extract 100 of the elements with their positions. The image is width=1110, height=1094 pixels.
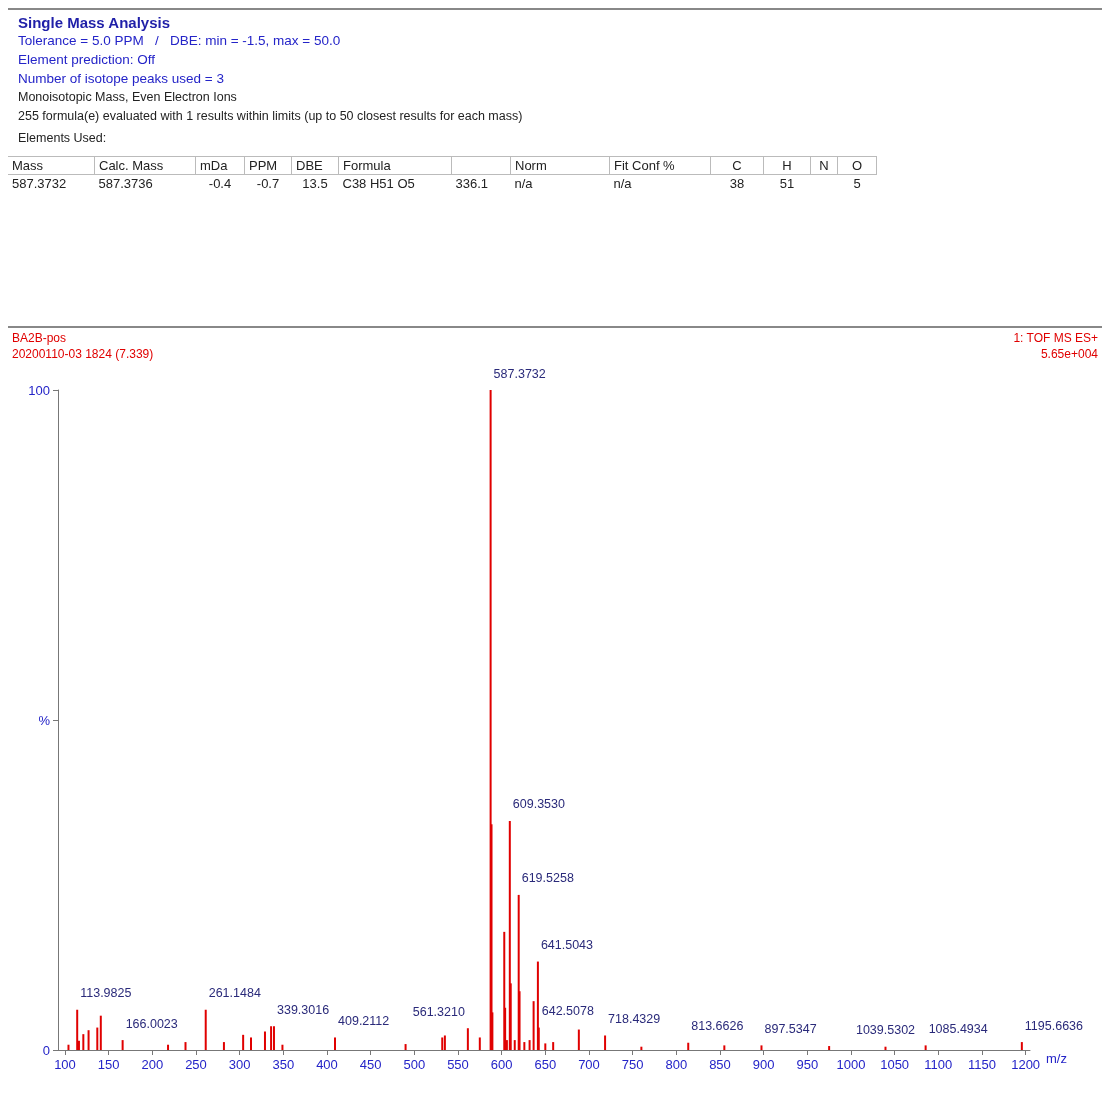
- annotation: 261.1484: [208, 986, 261, 1001]
- category-label: O: [837, 156, 877, 175]
- bar: [99, 1015, 102, 1050]
- x-tick-label: 700: [578, 1057, 600, 1072]
- x-tick-label: 400: [316, 1057, 338, 1072]
- category-label: C: [710, 156, 764, 175]
- text: BA2B-pos: [12, 331, 67, 345]
- annotation: 642.5078: [541, 1004, 594, 1019]
- annotation: 813.6626: [691, 1019, 744, 1034]
- text: n/a: [613, 176, 632, 191]
- text: 5: [853, 176, 861, 191]
- bar: [552, 1042, 555, 1050]
- text: Single Mass Analysis: [17, 14, 171, 31]
- category-label: mDa: [195, 156, 245, 175]
- bar: [222, 1042, 225, 1050]
- text: 587.3732: [12, 176, 67, 191]
- annotation: 897.5347: [764, 1021, 817, 1036]
- text: 255 formula(e) evaluated with 1 results within limits (up to 50 closest results for each mass): [17, 108, 524, 125]
- bar: [184, 1042, 187, 1050]
- x-tick-label: 800: [665, 1057, 688, 1072]
- annotation: 409.2112: [338, 1013, 390, 1028]
- annotation: 339.3016: [276, 1002, 330, 1017]
- text: 1: TOF MS ES+: [1013, 331, 1098, 345]
- bar: [466, 1028, 469, 1050]
- annotation: 166.0023: [125, 1016, 178, 1031]
- x-tick-label: 650: [534, 1057, 557, 1072]
- annotation: 609.3530: [512, 797, 565, 812]
- x-tick-label: 1000: [836, 1057, 866, 1072]
- category-label: Calc. Mass: [94, 156, 196, 175]
- bar: [76, 1009, 79, 1050]
- annotation: 113.9825: [80, 986, 132, 1001]
- x-tick-label: 150: [97, 1057, 120, 1072]
- y-tick-label: 0: [42, 1042, 50, 1058]
- category-label: Formula: [338, 156, 452, 175]
- category-label: H: [763, 156, 811, 175]
- annotation: 1195.6636: [1024, 1018, 1084, 1033]
- text: -0.7: [256, 176, 280, 191]
- bar: [577, 1029, 580, 1050]
- text: 13.5: [302, 176, 328, 191]
- category-label: Norm: [510, 156, 610, 175]
- text: Tolerance = 5.0 PPM / DBE: min = -1.5, max = 50.0: [17, 32, 342, 50]
- bar: [121, 1040, 124, 1050]
- bar: [1020, 1042, 1023, 1050]
- bar: [513, 1040, 516, 1050]
- x-tick-label: 300: [228, 1057, 251, 1072]
- text: C38 H51 O5: [342, 176, 415, 191]
- bar: [924, 1045, 927, 1050]
- x-tick-label: 250: [185, 1057, 207, 1072]
- bar: [478, 1037, 481, 1050]
- bar: [242, 1034, 245, 1050]
- x-tick-label: 1050: [880, 1057, 910, 1072]
- annotation: 1085.4934: [928, 1021, 988, 1036]
- x-tick-label: 1150: [967, 1057, 996, 1072]
- bar: [523, 1042, 526, 1050]
- annotation: 619.5258: [521, 871, 574, 886]
- bar: [204, 1009, 207, 1050]
- bar: [334, 1037, 337, 1050]
- text: -0.4: [208, 176, 232, 191]
- x-tick-label: 1200: [1011, 1057, 1041, 1072]
- text: n/a: [514, 176, 533, 191]
- x-tick-label: 450: [359, 1057, 382, 1072]
- annotation: 1039.5302: [855, 1023, 916, 1038]
- bar: [687, 1042, 690, 1050]
- annotation: 718.4329: [608, 1011, 661, 1026]
- x-tick-label: 550: [447, 1057, 469, 1072]
- x-tick-label: 950: [796, 1057, 819, 1072]
- bar: [96, 1027, 99, 1050]
- bar: [404, 1044, 407, 1050]
- bar: [723, 1045, 726, 1050]
- bar: [67, 1044, 70, 1050]
- category-label: PPM: [244, 156, 292, 175]
- x-axis-title: m/z: [1045, 1051, 1067, 1066]
- bar: [604, 1035, 607, 1050]
- text: Elements Used:: [17, 130, 108, 147]
- text: 587.3736: [98, 176, 153, 191]
- text: Element prediction: Off: [17, 51, 157, 69]
- x-tick-label: 750: [621, 1057, 644, 1072]
- text: Monoisotopic Mass, Even Electron Ions: [17, 89, 238, 106]
- y-tick-label: %: [38, 712, 51, 728]
- x-tick-label: 1100: [924, 1057, 953, 1072]
- x-tick-label: 500: [403, 1057, 426, 1072]
- bar: [250, 1037, 252, 1050]
- x-tick-label: 900: [752, 1057, 775, 1072]
- text: 20200110-03 1824 (7.339): [12, 347, 154, 361]
- bar: [760, 1045, 763, 1050]
- category-label: Mass: [8, 156, 95, 175]
- annotation: 641.5043: [540, 938, 594, 953]
- category-label: DBE: [291, 156, 339, 175]
- bar: [544, 1043, 547, 1050]
- category-label: N: [810, 156, 838, 175]
- text: 51: [779, 176, 795, 191]
- x-tick-label: 350: [272, 1057, 295, 1072]
- bar: [528, 1040, 531, 1050]
- annotation: 561.3210: [412, 1004, 465, 1019]
- bar: [281, 1044, 284, 1050]
- x-tick-label: 850: [709, 1057, 731, 1072]
- text: 5.65e+004: [1040, 347, 1099, 361]
- category-label: Fit Conf %: [609, 156, 711, 175]
- x-tick-label: 200: [141, 1057, 164, 1072]
- bar: [828, 1046, 831, 1050]
